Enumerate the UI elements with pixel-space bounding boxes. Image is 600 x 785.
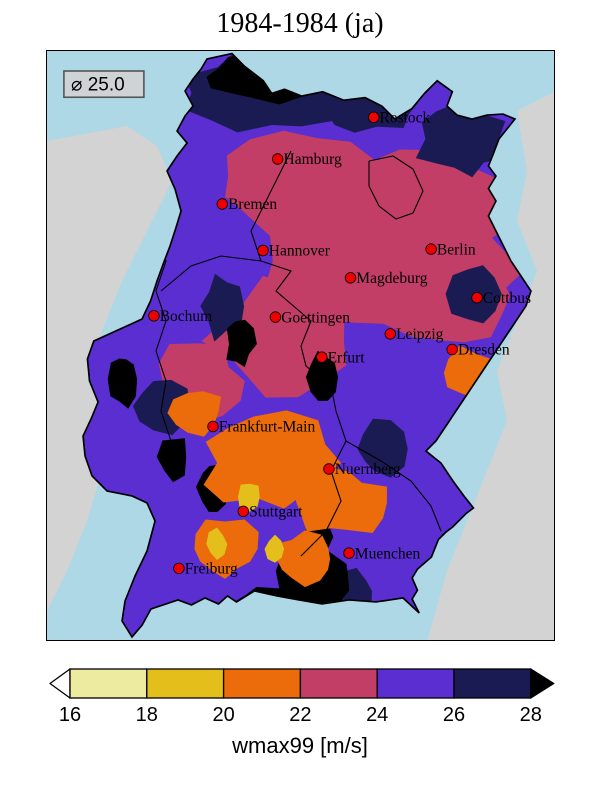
svg-text:Cottbus: Cottbus	[483, 290, 531, 307]
svg-text:Berlin: Berlin	[437, 241, 476, 258]
svg-text:18: 18	[136, 704, 158, 726]
svg-text:Bremen: Bremen	[228, 196, 277, 213]
svg-text:16: 16	[59, 704, 81, 726]
svg-text:24: 24	[366, 704, 388, 726]
svg-text:Frankfurt-Main: Frankfurt-Main	[219, 419, 316, 436]
svg-text:20: 20	[212, 704, 234, 726]
svg-text:Bochum: Bochum	[160, 308, 213, 325]
svg-text:Erfurt: Erfurt	[328, 349, 366, 366]
svg-text:wmax99 [m/s]: wmax99 [m/s]	[231, 733, 368, 758]
svg-text:Hamburg: Hamburg	[284, 151, 343, 168]
svg-text:Goettingen: Goettingen	[281, 309, 350, 326]
svg-text:Hannover: Hannover	[269, 243, 331, 260]
svg-text:Nuernberg: Nuernberg	[335, 461, 401, 478]
svg-text:Freiburg: Freiburg	[185, 561, 238, 578]
svg-text:22: 22	[289, 704, 311, 726]
svg-text:Leipzig: Leipzig	[396, 326, 444, 343]
svg-text:⌀ 25.0: ⌀ 25.0	[71, 75, 125, 96]
svg-text:Dresden: Dresden	[458, 342, 510, 359]
svg-text:Muenchen: Muenchen	[355, 545, 421, 562]
svg-text:Magdeburg: Magdeburg	[356, 270, 427, 287]
svg-text:Stuttgart: Stuttgart	[249, 504, 303, 521]
svg-text:Rostock: Rostock	[380, 110, 431, 127]
svg-text:28: 28	[520, 704, 542, 726]
svg-text:26: 26	[443, 704, 465, 726]
